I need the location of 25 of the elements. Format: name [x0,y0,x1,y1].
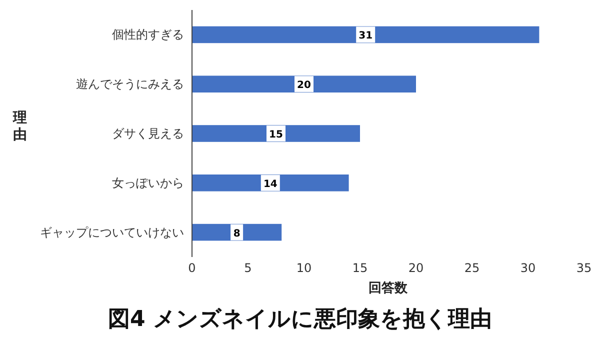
y-tick-label: 遊んでそうにみえる [76,77,184,92]
x-tick-label: 5 [244,261,252,275]
data-label: 8 [233,228,240,240]
bar [192,125,360,142]
x-tick-label: 20 [408,261,424,275]
data-label: 15 [269,130,283,140]
x-tick-label: 35 [576,261,592,275]
data-label: 14 [263,178,278,190]
data-label: 20 [297,80,311,92]
y-tick-label: 女っぽいから [112,176,184,190]
y-tick-label: ダサく見える [112,126,184,140]
y-tick-label: 個性的すぎる [112,28,184,42]
bar [192,26,540,44]
x-tick-label: 25 [464,261,480,275]
bar [192,174,349,192]
bar [192,76,416,92]
data-label: 31 [358,30,373,42]
x-tick-label: 30 [520,261,536,275]
y-axis-title: 理由 [12,110,27,143]
x-tick-label: 0 [188,261,196,275]
text: 図4 メンズネイルに悪印象を抱く理由 [108,307,492,332]
y-tick-label: ギャップについていけない [40,225,184,240]
x-axis-title: 回答数 [368,281,408,296]
x-tick-label: 10 [296,261,312,275]
x-tick-label: 15 [352,261,368,275]
